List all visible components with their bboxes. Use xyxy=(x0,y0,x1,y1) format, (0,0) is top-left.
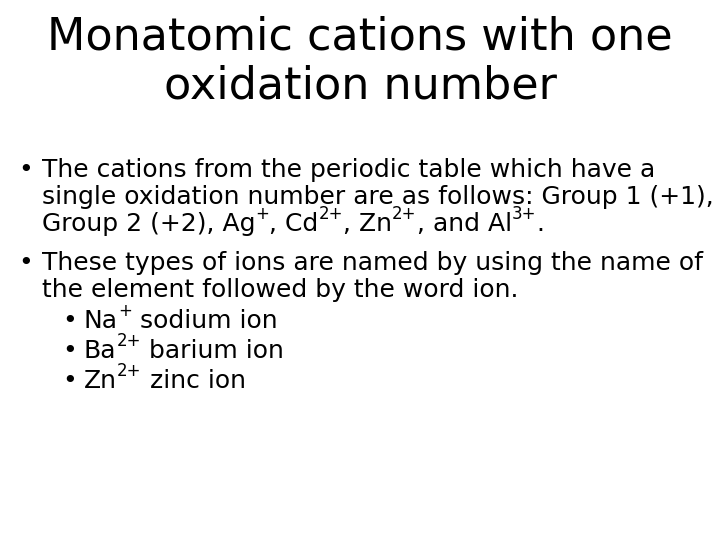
Text: 2+: 2+ xyxy=(117,362,142,380)
Text: 2+: 2+ xyxy=(319,205,343,223)
Text: sodium ion: sodium ion xyxy=(132,309,277,333)
Text: •: • xyxy=(18,251,32,275)
Text: •: • xyxy=(62,369,77,393)
Text: , and Al: , and Al xyxy=(417,212,512,236)
Text: 2+: 2+ xyxy=(392,205,417,223)
Text: Zn: Zn xyxy=(84,369,117,393)
Text: the element followed by the word ion.: the element followed by the word ion. xyxy=(42,278,518,302)
Text: .: . xyxy=(536,212,544,236)
Text: These types of ions are named by using the name of: These types of ions are named by using t… xyxy=(42,251,703,275)
Text: Ba: Ba xyxy=(84,339,117,363)
Text: •: • xyxy=(18,158,32,182)
Text: zinc ion: zinc ion xyxy=(142,369,246,393)
Text: 2+: 2+ xyxy=(117,332,141,350)
Text: Na: Na xyxy=(84,309,118,333)
Text: +: + xyxy=(256,205,269,223)
Text: Monatomic cations with one
oxidation number: Monatomic cations with one oxidation num… xyxy=(48,15,672,108)
Text: barium ion: barium ion xyxy=(141,339,284,363)
Text: single oxidation number are as follows: Group 1 (+1),: single oxidation number are as follows: … xyxy=(42,185,714,209)
Text: •: • xyxy=(62,309,77,333)
Text: , Zn: , Zn xyxy=(343,212,392,236)
Text: , Cd: , Cd xyxy=(269,212,319,236)
Text: •: • xyxy=(62,339,77,363)
Text: 3+: 3+ xyxy=(512,205,536,223)
Text: +: + xyxy=(118,302,132,320)
Text: The cations from the periodic table which have a: The cations from the periodic table whic… xyxy=(42,158,655,182)
Text: Group 2 (+2), Ag: Group 2 (+2), Ag xyxy=(42,212,256,236)
